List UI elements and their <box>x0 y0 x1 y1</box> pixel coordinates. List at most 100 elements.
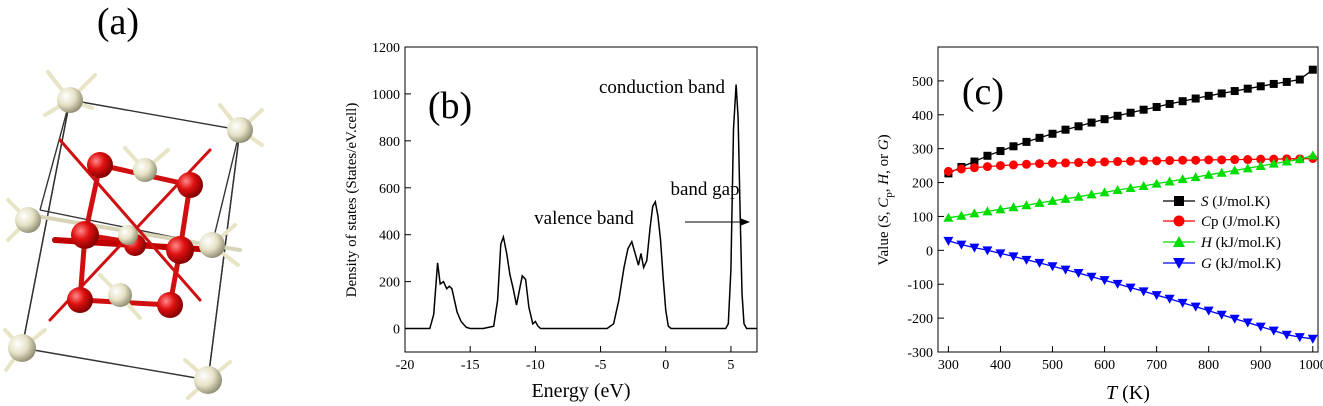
data-point <box>1112 279 1123 289</box>
red-atom <box>157 292 183 318</box>
red-atoms <box>67 152 203 318</box>
thermo-y-tick-label: 100 <box>912 210 933 225</box>
data-point <box>1216 310 1227 320</box>
panel-c: 300 400 500 600 700 800 900 1000 -300 -200 -100 0 10… <box>876 46 1323 404</box>
cream-atom <box>108 283 132 307</box>
data-point <box>1268 326 1279 336</box>
panel-b-label: (b) <box>428 85 472 127</box>
series-triangle-down <box>943 236 1318 344</box>
thermo-y-tick-label: -100 <box>907 278 933 293</box>
data-point <box>1152 102 1161 111</box>
data-point <box>970 157 979 166</box>
series-triangle-up <box>943 150 1318 222</box>
data-point <box>1061 125 1070 134</box>
data-point <box>1204 155 1214 165</box>
cream-atom <box>133 158 157 182</box>
thermo-y-tick-label: 0 <box>926 244 933 259</box>
data-point <box>1087 157 1097 167</box>
dos-axis-ticks: -20 -15 -10 -5 0 5 0 200 400 600 800 1000 1200 <box>372 41 734 373</box>
red-atom <box>166 236 194 264</box>
data-point <box>1151 178 1162 188</box>
data-point <box>1087 118 1096 127</box>
data-point <box>1190 172 1201 182</box>
data-point <box>1204 91 1213 100</box>
dos-y-tick-label: 600 <box>379 182 400 197</box>
cream-atom <box>8 334 36 362</box>
data-point <box>1269 79 1278 88</box>
svg-text:G (kJ/mol.K): G (kJ/mol.K) <box>1201 256 1281 272</box>
data-point <box>1060 193 1071 203</box>
data-point <box>969 163 979 173</box>
data-point <box>1126 108 1135 117</box>
thermo-y-tick-label: 500 <box>912 75 933 90</box>
data-point <box>1048 158 1058 168</box>
data-point <box>1203 169 1214 179</box>
data-point <box>1178 97 1187 106</box>
data-point <box>943 236 954 246</box>
dos-y-tick-label: 0 <box>393 323 400 338</box>
panel-b: -20 -15 -10 -5 0 5 0 200 400 600 800 1000 1200 (b) c… <box>344 41 758 402</box>
data-point <box>1256 154 1266 164</box>
data-point <box>1048 129 1057 138</box>
thermo-y-tick-label: 400 <box>912 109 933 124</box>
data-point <box>1139 105 1148 114</box>
legend-entry-cp: Cp (J/mol.K) <box>1163 214 1280 230</box>
data-point <box>1009 142 1018 151</box>
data-point <box>1255 322 1266 332</box>
data-point <box>1217 155 1227 165</box>
data-point <box>1217 89 1226 98</box>
thermo-x-tick-label: 900 <box>1250 358 1271 373</box>
data-point <box>982 246 993 256</box>
thermo-x-tick-label: 400 <box>990 358 1011 373</box>
thermo-x-tick-label: 700 <box>1146 358 1167 373</box>
data-point <box>1074 122 1083 131</box>
data-point <box>1191 155 1201 165</box>
data-point <box>1294 154 1305 164</box>
data-point <box>1021 200 1032 210</box>
series-square <box>944 65 1317 178</box>
data-point <box>1268 158 1279 168</box>
data-point <box>1177 298 1188 308</box>
data-point <box>1113 111 1122 120</box>
data-point <box>1164 176 1175 186</box>
data-point <box>956 210 967 220</box>
data-point <box>1113 157 1123 167</box>
data-point <box>1073 269 1084 279</box>
data-point <box>1138 180 1149 190</box>
data-point <box>1061 158 1071 168</box>
data-point <box>1203 306 1214 316</box>
data-point <box>1073 191 1084 201</box>
thermo-plot-frame <box>937 46 1319 353</box>
data-point <box>1034 258 1045 268</box>
data-point <box>1100 157 1110 167</box>
dos-x-tick-label: -10 <box>526 358 545 373</box>
data-point <box>969 243 980 253</box>
red-atom <box>87 152 113 178</box>
dos-x-tick-label: 0 <box>662 358 669 373</box>
thermo-legend: S (J/mol.K) Cp (J/mol.K) H (kJ/mol.K) G … <box>1163 194 1281 272</box>
data-point <box>983 151 992 160</box>
data-point <box>1100 115 1109 124</box>
band-gap-arrow <box>685 218 750 226</box>
band-gap-annotation: band gap <box>670 179 739 200</box>
dos-y-tick-label: 400 <box>379 229 400 244</box>
data-point <box>1074 158 1084 168</box>
data-point <box>1282 77 1291 86</box>
data-point <box>956 164 966 174</box>
data-point <box>1008 160 1018 170</box>
data-point <box>1216 167 1227 177</box>
data-point <box>1139 156 1149 166</box>
data-point <box>995 249 1006 259</box>
data-point <box>1126 156 1136 166</box>
data-point <box>1035 159 1045 169</box>
thermo-x-tick-label: 600 <box>1094 358 1115 373</box>
data-point <box>1281 330 1292 340</box>
panel-a: (a) <box>3 1 264 400</box>
data-point <box>943 212 954 222</box>
data-point <box>1151 291 1162 301</box>
data-point <box>1008 252 1019 262</box>
conduction-band-annotation: conduction band <box>599 77 726 98</box>
data-point <box>1243 155 1253 165</box>
data-point <box>1086 189 1097 199</box>
data-point <box>1229 314 1240 324</box>
